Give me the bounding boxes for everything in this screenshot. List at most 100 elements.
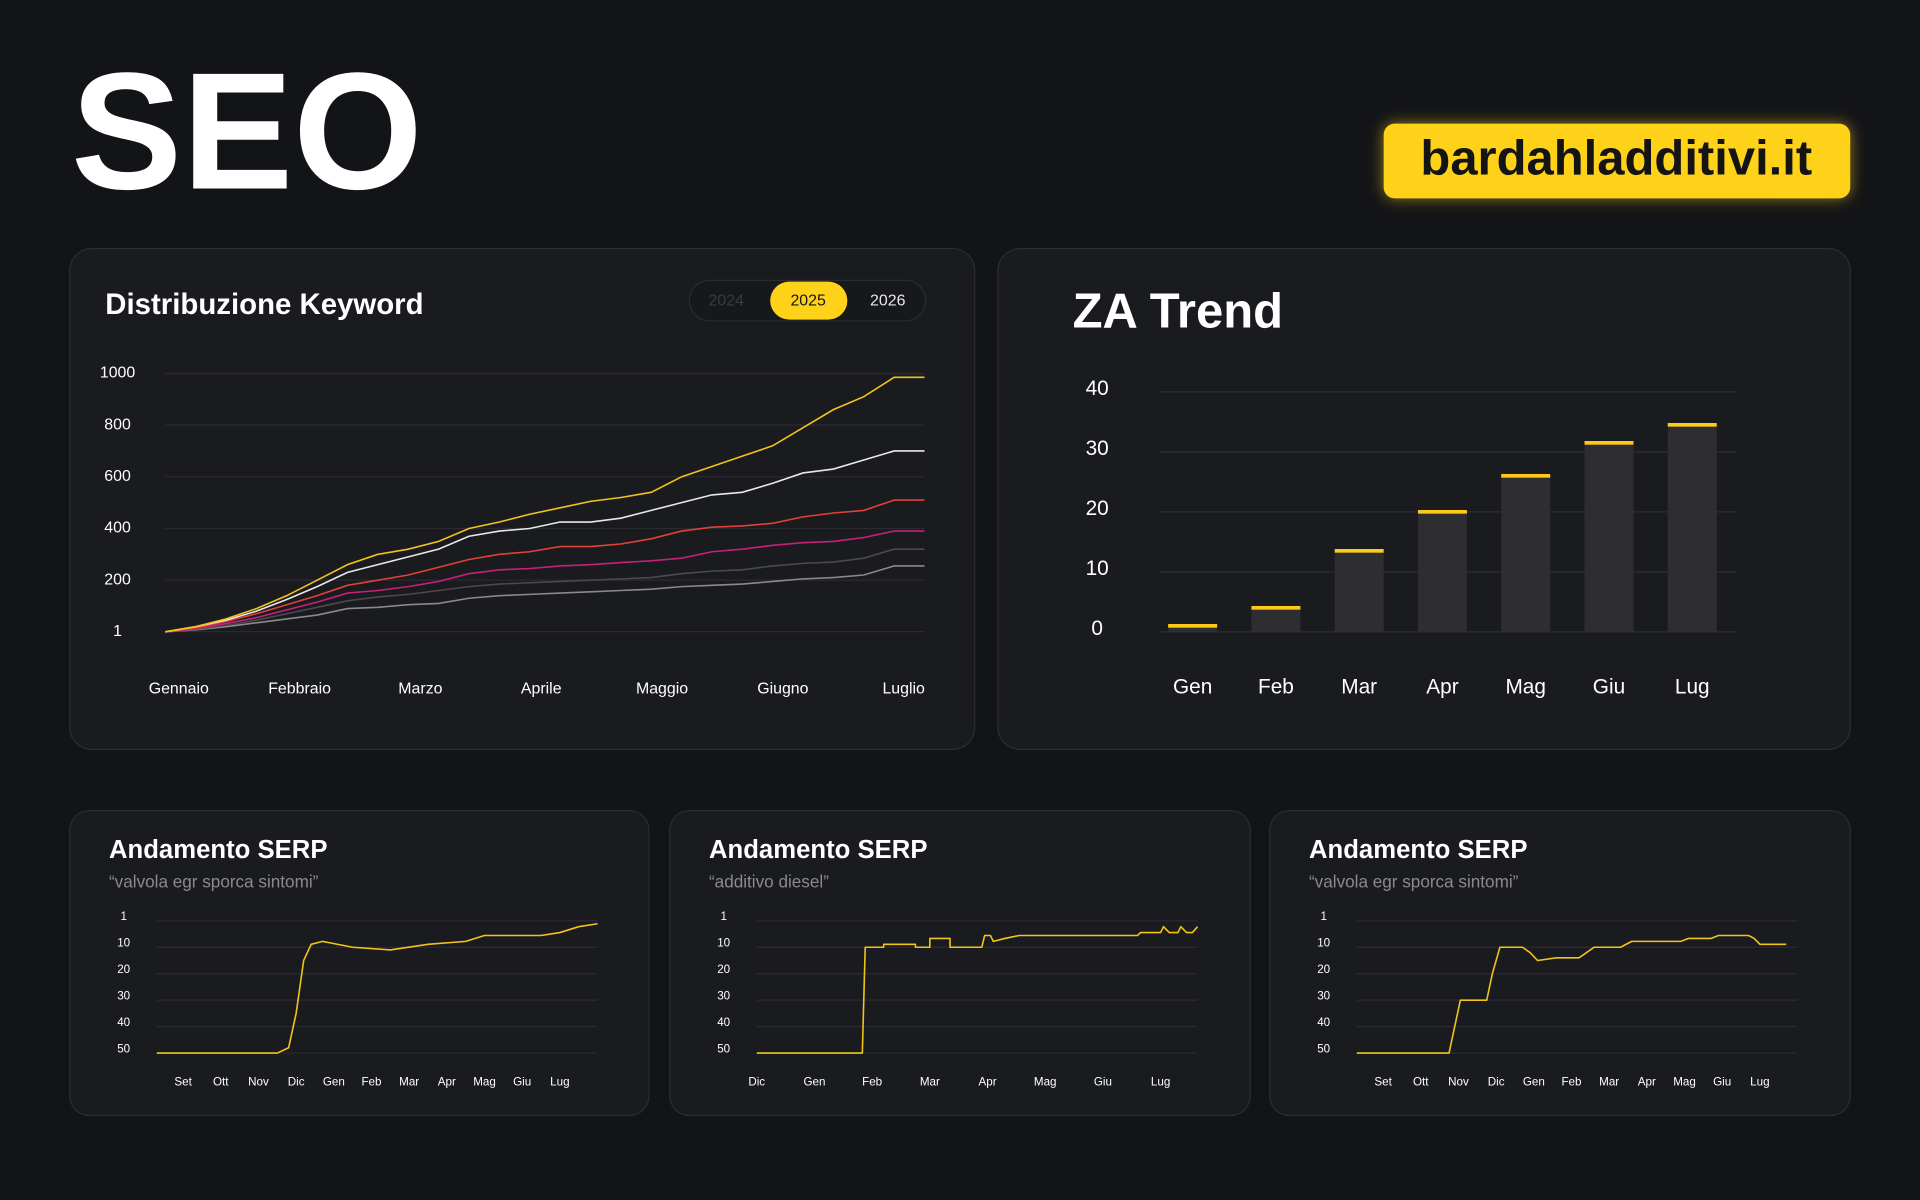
y-tick-label: 40: [1317, 1016, 1330, 1029]
x-tick-label: Feb: [862, 1076, 882, 1089]
card: [669, 810, 1251, 1117]
x-tick-label: Mar: [1599, 1076, 1619, 1089]
bar-cap: [1168, 624, 1218, 628]
x-tick-label: Feb: [1561, 1076, 1581, 1089]
card: [1269, 810, 1851, 1117]
year-option[interactable]: 2025: [790, 292, 826, 309]
x-tick-label: Giu: [1713, 1076, 1731, 1089]
y-tick-label: 400: [104, 520, 131, 537]
x-tick-label: Mag: [473, 1076, 496, 1089]
y-tick-label: 0: [1091, 617, 1103, 640]
x-tick-label: Mar: [1341, 676, 1377, 699]
bar-cap: [1667, 423, 1717, 427]
series-line: [165, 565, 925, 633]
y-tick-label: 50: [717, 1042, 730, 1055]
series-line: [165, 450, 925, 633]
bar-cap: [1417, 510, 1467, 514]
x-tick-label: Apr: [1638, 1076, 1656, 1089]
x-tick-label: Apr: [978, 1076, 996, 1089]
x-tick-label: Nov: [248, 1076, 269, 1089]
chart-subtitle: “valvola egr sporca sintomi”: [1309, 871, 1519, 891]
year-option[interactable]: 2024: [708, 292, 744, 309]
x-tick-label: Mag: [1034, 1076, 1057, 1089]
y-tick-label: 20: [117, 963, 130, 976]
y-tick-label: 1000: [100, 365, 136, 382]
bar: [1334, 550, 1384, 632]
y-tick-label: 10: [1317, 937, 1330, 950]
x-tick-label: Set: [174, 1076, 192, 1089]
bar: [1584, 442, 1634, 632]
x-tick-label: Mag: [1673, 1076, 1696, 1089]
y-tick-label: 200: [104, 571, 131, 588]
x-tick-label: Lug: [1750, 1076, 1769, 1089]
x-tick-label: Marzo: [398, 681, 442, 698]
x-tick-label: Maggio: [636, 681, 688, 698]
chart-title: Andamento SERP: [709, 836, 928, 864]
x-tick-label: Lug: [550, 1076, 569, 1089]
y-tick-label: 30: [1086, 437, 1109, 460]
x-tick-label: Aprile: [521, 681, 562, 698]
chart-title: Andamento SERP: [1309, 836, 1528, 864]
series-line: [165, 548, 925, 633]
series-line: [165, 376, 925, 633]
y-tick-label: 800: [104, 416, 131, 433]
series-line: [165, 499, 925, 633]
page-title: SEO: [71, 38, 423, 224]
chart-title: Distribuzione Keyword: [105, 288, 423, 321]
site-badge: [1383, 123, 1851, 199]
x-tick-label: Febbraio: [268, 681, 331, 698]
x-tick-label: Apr: [438, 1076, 456, 1089]
bar: [1667, 424, 1717, 632]
x-tick-label: Nov: [1448, 1076, 1469, 1089]
y-tick-label: 40: [117, 1016, 130, 1029]
y-tick-label: 600: [104, 468, 131, 485]
x-tick-label: Gen: [323, 1076, 345, 1089]
y-tick-label: 40: [1086, 377, 1109, 400]
x-tick-label: Giu: [513, 1076, 531, 1089]
chart-subtitle: “additivo diesel”: [709, 871, 829, 891]
rank-line: [156, 922, 598, 1054]
x-tick-label: Luglio: [882, 681, 925, 698]
bar: [1168, 625, 1218, 632]
y-tick-label: 30: [1317, 990, 1330, 1003]
x-tick-label: Gen: [803, 1076, 825, 1089]
year-pill-active[interactable]: [770, 281, 848, 320]
y-tick-label: 10: [1086, 557, 1109, 580]
bar: [1251, 607, 1301, 632]
bar: [1501, 475, 1551, 632]
x-tick-label: Mar: [920, 1076, 940, 1089]
y-tick-label: 30: [717, 990, 730, 1003]
y-tick-label: 20: [1086, 497, 1109, 520]
bar-cap: [1584, 441, 1634, 445]
y-tick-label: 1: [113, 623, 122, 640]
card: [69, 810, 650, 1117]
x-tick-label: Gen: [1173, 676, 1212, 699]
y-tick-label: 1: [1320, 910, 1326, 923]
x-tick-label: Gennaio: [149, 681, 209, 698]
y-tick-label: 40: [717, 1016, 730, 1029]
x-tick-label: Ott: [1413, 1076, 1429, 1089]
x-tick-label: Feb: [1258, 676, 1294, 699]
x-tick-label: Apr: [1426, 676, 1458, 699]
bar: [1417, 511, 1467, 632]
chart-title: Andamento SERP: [109, 836, 328, 864]
x-tick-label: Dic: [748, 1076, 765, 1089]
x-tick-label: Dic: [1488, 1076, 1505, 1089]
y-tick-label: 50: [1317, 1042, 1330, 1055]
rank-line: [756, 925, 1199, 1054]
chart-subtitle: “valvola egr sporca sintomi”: [109, 871, 319, 891]
y-tick-label: 10: [717, 937, 730, 950]
x-tick-label: Lug: [1675, 676, 1710, 699]
bar-cap: [1251, 606, 1301, 610]
x-tick-label: Feb: [361, 1076, 381, 1089]
year-option[interactable]: 2026: [870, 292, 906, 309]
bar-cap: [1501, 474, 1551, 478]
y-tick-label: 50: [117, 1042, 130, 1055]
y-tick-label: 20: [1317, 963, 1330, 976]
x-tick-label: Set: [1374, 1076, 1392, 1089]
card: [69, 247, 976, 750]
x-tick-label: Giu: [1094, 1076, 1112, 1089]
x-tick-label: Gen: [1523, 1076, 1545, 1089]
y-tick-label: 10: [117, 937, 130, 950]
